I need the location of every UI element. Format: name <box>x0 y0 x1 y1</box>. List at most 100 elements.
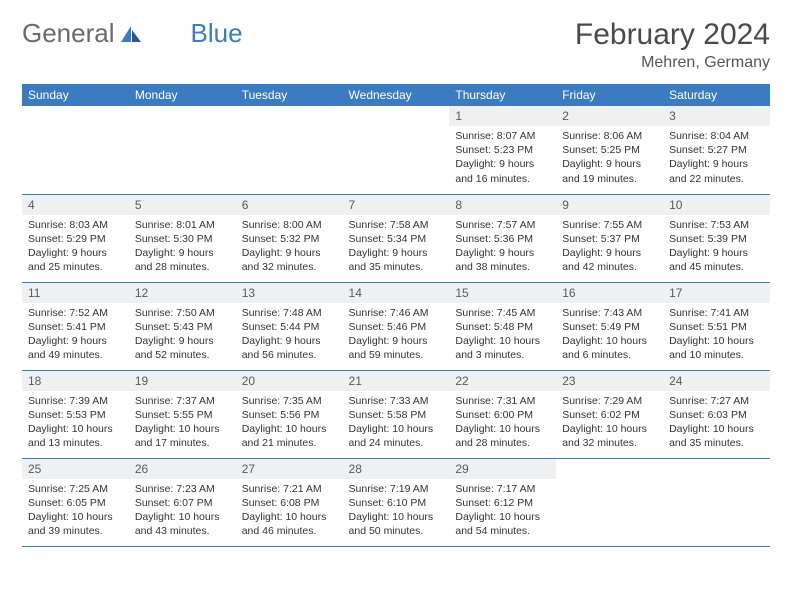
day-number: 19 <box>129 371 236 391</box>
day-number: 14 <box>343 283 450 303</box>
day-number: 13 <box>236 283 343 303</box>
calendar-day-cell: 1Sunrise: 8:07 AMSunset: 5:23 PMDaylight… <box>449 106 556 194</box>
day-details: Sunrise: 7:17 AMSunset: 6:12 PMDaylight:… <box>449 479 556 542</box>
day-details: Sunrise: 7:55 AMSunset: 5:37 PMDaylight:… <box>556 215 663 278</box>
logo-text-2: Blue <box>191 18 243 49</box>
day-number: 5 <box>129 195 236 215</box>
calendar-day-cell: 20Sunrise: 7:35 AMSunset: 5:56 PMDayligh… <box>236 370 343 458</box>
calendar-day-cell: .. <box>236 106 343 194</box>
calendar-day-cell: .. <box>22 106 129 194</box>
day-details: Sunrise: 7:21 AMSunset: 6:08 PMDaylight:… <box>236 479 343 542</box>
calendar-day-cell: 19Sunrise: 7:37 AMSunset: 5:55 PMDayligh… <box>129 370 236 458</box>
calendar-day-cell: 26Sunrise: 7:23 AMSunset: 6:07 PMDayligh… <box>129 458 236 546</box>
weekday-header-row: SundayMondayTuesdayWednesdayThursdayFrid… <box>22 84 770 106</box>
calendar-day-cell: 4Sunrise: 8:03 AMSunset: 5:29 PMDaylight… <box>22 194 129 282</box>
location: Mehren, Germany <box>575 54 770 72</box>
day-number: 10 <box>663 195 770 215</box>
calendar-day-cell: 15Sunrise: 7:45 AMSunset: 5:48 PMDayligh… <box>449 282 556 370</box>
title-block: February 2024 Mehren, Germany <box>575 18 770 72</box>
calendar-day-cell: 13Sunrise: 7:48 AMSunset: 5:44 PMDayligh… <box>236 282 343 370</box>
calendar-week-row: ........1Sunrise: 8:07 AMSunset: 5:23 PM… <box>22 106 770 194</box>
day-number: 24 <box>663 371 770 391</box>
day-number: 6 <box>236 195 343 215</box>
day-details: Sunrise: 8:03 AMSunset: 5:29 PMDaylight:… <box>22 215 129 278</box>
day-details: Sunrise: 8:01 AMSunset: 5:30 PMDaylight:… <box>129 215 236 278</box>
day-number: 26 <box>129 459 236 479</box>
day-details: Sunrise: 7:27 AMSunset: 6:03 PMDaylight:… <box>663 391 770 454</box>
weekday-header: Thursday <box>449 84 556 106</box>
day-number: 12 <box>129 283 236 303</box>
day-details: Sunrise: 7:23 AMSunset: 6:07 PMDaylight:… <box>129 479 236 542</box>
day-details: Sunrise: 7:33 AMSunset: 5:58 PMDaylight:… <box>343 391 450 454</box>
calendar-day-cell: 2Sunrise: 8:06 AMSunset: 5:25 PMDaylight… <box>556 106 663 194</box>
day-details: Sunrise: 7:37 AMSunset: 5:55 PMDaylight:… <box>129 391 236 454</box>
calendar-day-cell: .. <box>343 106 450 194</box>
calendar-day-cell: .. <box>129 106 236 194</box>
day-details: Sunrise: 7:46 AMSunset: 5:46 PMDaylight:… <box>343 303 450 366</box>
day-number: 28 <box>343 459 450 479</box>
day-number: 7 <box>343 195 450 215</box>
day-details: Sunrise: 7:41 AMSunset: 5:51 PMDaylight:… <box>663 303 770 366</box>
calendar-day-cell: 22Sunrise: 7:31 AMSunset: 6:00 PMDayligh… <box>449 370 556 458</box>
calendar-day-cell: 8Sunrise: 7:57 AMSunset: 5:36 PMDaylight… <box>449 194 556 282</box>
logo-sail-icon <box>119 24 143 44</box>
calendar-day-cell: 24Sunrise: 7:27 AMSunset: 6:03 PMDayligh… <box>663 370 770 458</box>
calendar-week-row: 25Sunrise: 7:25 AMSunset: 6:05 PMDayligh… <box>22 458 770 546</box>
day-details: Sunrise: 7:25 AMSunset: 6:05 PMDaylight:… <box>22 479 129 542</box>
day-number: 3 <box>663 106 770 126</box>
calendar-day-cell: .. <box>556 458 663 546</box>
calendar-day-cell: 27Sunrise: 7:21 AMSunset: 6:08 PMDayligh… <box>236 458 343 546</box>
calendar-week-row: 11Sunrise: 7:52 AMSunset: 5:41 PMDayligh… <box>22 282 770 370</box>
day-number: 20 <box>236 371 343 391</box>
day-details: Sunrise: 7:58 AMSunset: 5:34 PMDaylight:… <box>343 215 450 278</box>
weekday-header: Tuesday <box>236 84 343 106</box>
day-details: Sunrise: 7:19 AMSunset: 6:10 PMDaylight:… <box>343 479 450 542</box>
day-number: 15 <box>449 283 556 303</box>
day-number: 23 <box>556 371 663 391</box>
calendar-day-cell: 7Sunrise: 7:58 AMSunset: 5:34 PMDaylight… <box>343 194 450 282</box>
day-details: Sunrise: 7:43 AMSunset: 5:49 PMDaylight:… <box>556 303 663 366</box>
calendar-day-cell: 29Sunrise: 7:17 AMSunset: 6:12 PMDayligh… <box>449 458 556 546</box>
weekday-header: Saturday <box>663 84 770 106</box>
calendar-day-cell: 3Sunrise: 8:04 AMSunset: 5:27 PMDaylight… <box>663 106 770 194</box>
day-number: 29 <box>449 459 556 479</box>
calendar-day-cell: 12Sunrise: 7:50 AMSunset: 5:43 PMDayligh… <box>129 282 236 370</box>
day-number: 1 <box>449 106 556 126</box>
calendar-day-cell: 9Sunrise: 7:55 AMSunset: 5:37 PMDaylight… <box>556 194 663 282</box>
calendar-day-cell: 11Sunrise: 7:52 AMSunset: 5:41 PMDayligh… <box>22 282 129 370</box>
day-details: Sunrise: 7:39 AMSunset: 5:53 PMDaylight:… <box>22 391 129 454</box>
weekday-header: Friday <box>556 84 663 106</box>
calendar-day-cell: 16Sunrise: 7:43 AMSunset: 5:49 PMDayligh… <box>556 282 663 370</box>
day-number: 4 <box>22 195 129 215</box>
calendar-week-row: 18Sunrise: 7:39 AMSunset: 5:53 PMDayligh… <box>22 370 770 458</box>
day-number: 27 <box>236 459 343 479</box>
calendar-body: ........1Sunrise: 8:07 AMSunset: 5:23 PM… <box>22 106 770 546</box>
calendar-day-cell: 25Sunrise: 7:25 AMSunset: 6:05 PMDayligh… <box>22 458 129 546</box>
day-details: Sunrise: 7:52 AMSunset: 5:41 PMDaylight:… <box>22 303 129 366</box>
calendar-day-cell: 21Sunrise: 7:33 AMSunset: 5:58 PMDayligh… <box>343 370 450 458</box>
day-number: 11 <box>22 283 129 303</box>
day-number: 8 <box>449 195 556 215</box>
calendar-day-cell: 14Sunrise: 7:46 AMSunset: 5:46 PMDayligh… <box>343 282 450 370</box>
day-details: Sunrise: 8:07 AMSunset: 5:23 PMDaylight:… <box>449 126 556 189</box>
day-number: 2 <box>556 106 663 126</box>
month-title: February 2024 <box>575 18 770 52</box>
day-details: Sunrise: 7:50 AMSunset: 5:43 PMDaylight:… <box>129 303 236 366</box>
calendar-day-cell: 10Sunrise: 7:53 AMSunset: 5:39 PMDayligh… <box>663 194 770 282</box>
day-number: 9 <box>556 195 663 215</box>
calendar-table: SundayMondayTuesdayWednesdayThursdayFrid… <box>22 84 770 547</box>
day-details: Sunrise: 7:57 AMSunset: 5:36 PMDaylight:… <box>449 215 556 278</box>
day-details: Sunrise: 8:06 AMSunset: 5:25 PMDaylight:… <box>556 126 663 189</box>
day-details: Sunrise: 7:48 AMSunset: 5:44 PMDaylight:… <box>236 303 343 366</box>
calendar-day-cell: 18Sunrise: 7:39 AMSunset: 5:53 PMDayligh… <box>22 370 129 458</box>
calendar-day-cell: 6Sunrise: 8:00 AMSunset: 5:32 PMDaylight… <box>236 194 343 282</box>
calendar-day-cell: 23Sunrise: 7:29 AMSunset: 6:02 PMDayligh… <box>556 370 663 458</box>
calendar-day-cell: 5Sunrise: 8:01 AMSunset: 5:30 PMDaylight… <box>129 194 236 282</box>
day-number: 21 <box>343 371 450 391</box>
header: General Blue February 2024 Mehren, Germa… <box>22 18 770 72</box>
day-details: Sunrise: 8:00 AMSunset: 5:32 PMDaylight:… <box>236 215 343 278</box>
logo-text-1: General <box>22 18 115 49</box>
day-number: 16 <box>556 283 663 303</box>
day-details: Sunrise: 8:04 AMSunset: 5:27 PMDaylight:… <box>663 126 770 189</box>
day-details: Sunrise: 7:29 AMSunset: 6:02 PMDaylight:… <box>556 391 663 454</box>
